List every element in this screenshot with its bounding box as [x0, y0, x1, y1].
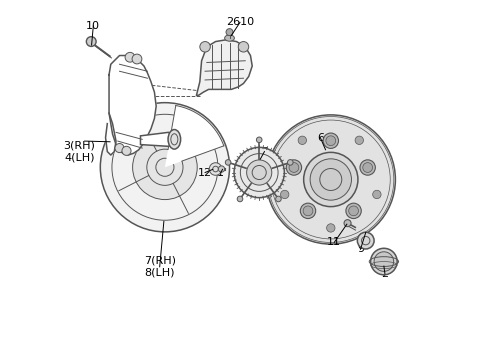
Circle shape: [289, 163, 299, 172]
Text: 7(RH)
8(LH): 7(RH) 8(LH): [144, 256, 176, 278]
Circle shape: [86, 37, 96, 46]
Text: 2: 2: [382, 269, 388, 279]
Circle shape: [348, 206, 359, 216]
Circle shape: [357, 232, 374, 249]
Circle shape: [360, 160, 375, 175]
Circle shape: [346, 203, 361, 219]
Ellipse shape: [168, 130, 180, 149]
Circle shape: [363, 163, 372, 172]
Polygon shape: [196, 40, 252, 96]
Text: 5: 5: [261, 146, 268, 157]
Text: 2610: 2610: [226, 17, 254, 27]
Circle shape: [115, 144, 124, 153]
Text: 12: 12: [198, 168, 212, 177]
Circle shape: [344, 220, 351, 227]
Circle shape: [374, 252, 394, 271]
Circle shape: [122, 146, 131, 155]
Text: 1: 1: [217, 168, 224, 177]
Circle shape: [304, 152, 358, 207]
Circle shape: [234, 147, 284, 198]
Circle shape: [326, 136, 336, 146]
Circle shape: [125, 52, 135, 62]
Text: 9: 9: [357, 244, 364, 254]
Circle shape: [371, 248, 397, 275]
Circle shape: [300, 203, 316, 219]
Circle shape: [132, 54, 142, 64]
Circle shape: [303, 206, 313, 216]
Ellipse shape: [225, 35, 234, 41]
Polygon shape: [141, 132, 175, 146]
Circle shape: [238, 42, 249, 52]
Text: 11: 11: [327, 237, 341, 247]
Circle shape: [323, 133, 338, 149]
Polygon shape: [106, 113, 116, 155]
Circle shape: [247, 160, 272, 185]
Circle shape: [218, 166, 225, 172]
Circle shape: [256, 137, 262, 143]
Circle shape: [100, 103, 229, 232]
Circle shape: [266, 115, 396, 244]
Circle shape: [288, 159, 293, 165]
Text: 3(RH)
4(LH): 3(RH) 4(LH): [63, 141, 96, 162]
Circle shape: [310, 159, 351, 200]
Circle shape: [298, 136, 307, 144]
Circle shape: [276, 196, 281, 202]
Wedge shape: [165, 106, 224, 167]
Circle shape: [372, 190, 381, 199]
Circle shape: [200, 42, 210, 52]
Circle shape: [237, 196, 243, 202]
Text: 10: 10: [86, 21, 100, 31]
Circle shape: [280, 190, 289, 199]
Polygon shape: [109, 56, 156, 155]
Circle shape: [132, 135, 197, 200]
Circle shape: [225, 159, 231, 165]
Circle shape: [286, 160, 301, 175]
Circle shape: [326, 224, 335, 232]
Circle shape: [209, 163, 222, 175]
Circle shape: [226, 29, 233, 36]
Circle shape: [355, 136, 363, 144]
Text: 6: 6: [317, 133, 324, 143]
